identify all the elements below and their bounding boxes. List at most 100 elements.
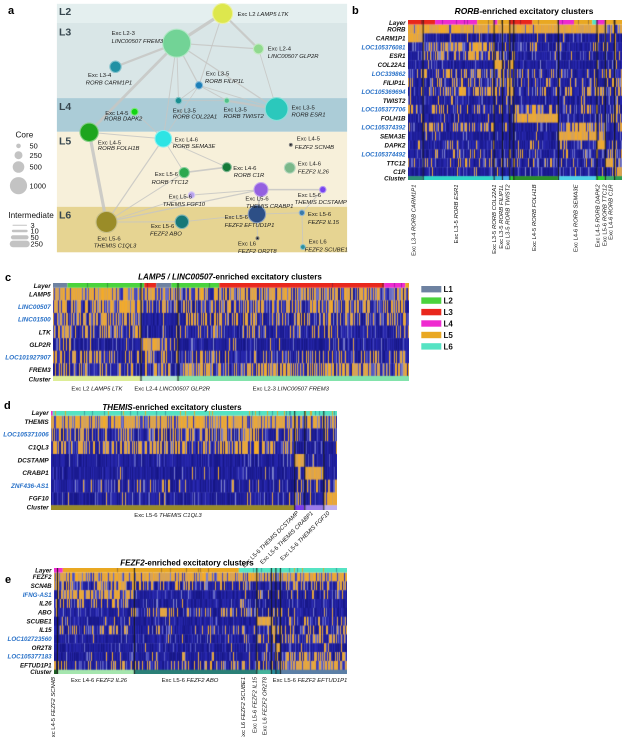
svg-text:Exc L3-4: Exc L3-4 [88,73,112,79]
svg-text:CRABP1: CRABP1 [22,470,49,477]
svg-text:500: 500 [30,163,42,172]
svg-text:THEMIS-enriched excitatory clu: THEMIS-enriched excitatory clusters [102,403,242,412]
svg-text:Exc L4-5 FEZF2 SCN4B: Exc L4-5 FEZF2 SCN4B [51,677,57,737]
svg-text:FEZF2 OR2T8: FEZF2 OR2T8 [238,249,277,255]
svg-text:Exc L6 FEZF2 SCUBE1: Exc L6 FEZF2 SCUBE1 [241,677,247,737]
svg-text:FEZF2 IL15: FEZF2 IL15 [308,220,340,226]
svg-text:LOC105371006: LOC105371006 [3,432,49,439]
svg-text:THEMIS FGF10: THEMIS FGF10 [163,202,206,208]
svg-text:LAMP5 / LINC00507-enriched exc: LAMP5 / LINC00507-enriched excitatory cl… [138,273,322,282]
svg-text:e: e [5,574,11,586]
svg-text:FEZF2 IL26: FEZF2 IL26 [298,170,330,176]
svg-text:LOC105369694: LOC105369694 [361,89,406,96]
svg-text:RORB SEMA3E: RORB SEMA3E [173,144,216,150]
svg-text:Layer: Layer [35,568,52,575]
svg-text:L2: L2 [59,6,71,18]
svg-text:COL22A1: COL22A1 [378,62,406,69]
svg-text:L4: L4 [444,319,454,328]
svg-text:Exc L3-4 RORB CARM1P1: Exc L3-4 RORB CARM1P1 [412,185,418,256]
svg-text:SCUBE1: SCUBE1 [26,618,52,625]
svg-text:Exc L4-5: Exc L4-5 [105,111,129,117]
svg-text:SEMA3E: SEMA3E [380,134,406,141]
svg-text:Exc L5-6: Exc L5-6 [97,236,121,242]
svg-text:Exc L4-6: Exc L4-6 [233,166,257,172]
svg-text:ZNF436-AS1: ZNF436-AS1 [10,483,49,490]
svg-text:LOC105377183: LOC105377183 [8,654,53,661]
svg-text:RORB CARM1P1: RORB CARM1P1 [86,81,132,87]
svg-text:FREM3: FREM3 [29,367,51,374]
svg-text:LOC339862: LOC339862 [372,71,406,78]
svg-text:c: c [5,272,11,284]
svg-text:LAMP5: LAMP5 [29,292,51,299]
svg-text:Layer: Layer [32,410,50,417]
svg-text:Exc L3-5 RORB FILIP1L: Exc L3-5 RORB FILIP1L [499,185,505,249]
svg-text:FEZF2 EFTUD1P1: FEZF2 EFTUD1P1 [225,223,275,229]
svg-text:LOC105376081: LOC105376081 [361,44,406,51]
svg-text:LTK: LTK [39,329,51,336]
svg-text:LOC105374492: LOC105374492 [361,151,406,158]
svg-text:TTC12: TTC12 [387,160,406,167]
svg-text:LINC00507 FREM3: LINC00507 FREM3 [112,39,164,45]
svg-text:Exc L4-6: Exc L4-6 [298,162,322,168]
svg-text:Exc L4-6: Exc L4-6 [175,138,199,144]
svg-text:ABO: ABO [37,610,52,617]
svg-text:1000: 1000 [30,181,46,190]
svg-text:RORB COL22A1: RORB COL22A1 [173,115,218,121]
svg-text:10: 10 [31,227,39,236]
svg-text:FGF10: FGF10 [29,496,49,503]
svg-text:LOC105377706: LOC105377706 [361,107,406,114]
svg-text:50: 50 [31,233,39,242]
svg-text:THEMIS DCSTAMP: THEMIS DCSTAMP [295,200,347,206]
svg-text:RORB DAPK2: RORB DAPK2 [104,116,143,122]
svg-text:ESR1: ESR1 [389,53,406,60]
svg-text:IL15: IL15 [39,627,52,634]
svg-text:Exc L4-6 RORB SEMA3E: Exc L4-6 RORB SEMA3E [574,184,580,252]
svg-text:a: a [8,5,15,17]
svg-text:THEMIS C1QL3: THEMIS C1QL3 [94,244,137,250]
svg-text:Exc L3-5: Exc L3-5 [292,106,316,112]
svg-text:L4: L4 [59,101,71,113]
svg-text:FEZF2: FEZF2 [33,574,52,581]
svg-text:RORB FILIP1L: RORB FILIP1L [205,79,244,85]
svg-text:Exc L4-5 RORB DAPK2: Exc L4-5 RORB DAPK2 [596,184,602,248]
svg-text:Exc L3-5 RORB TWIST2: Exc L3-5 RORB TWIST2 [506,184,512,250]
svg-text:Core: Core [16,131,34,140]
svg-text:L5: L5 [444,331,454,340]
svg-text:Layer: Layer [389,20,406,27]
svg-text:Cluster: Cluster [384,175,406,182]
svg-text:Exc L3-5: Exc L3-5 [224,107,248,113]
svg-text:RORB C1R: RORB C1R [234,173,265,179]
svg-text:L3: L3 [59,27,71,39]
svg-text:L6: L6 [59,210,71,222]
svg-text:Exc L5-6: Exc L5-6 [298,193,322,199]
svg-text:Cluster: Cluster [27,505,50,512]
svg-text:RORB-enriched excitatory clust: RORB-enriched excitatory clusters [455,6,594,16]
svg-text:Exc L5-6 THEMIS DCSTAMP: Exc L5-6 THEMIS DCSTAMP [242,511,301,570]
svg-text:L2: L2 [444,297,454,306]
svg-text:FEZF2-enriched excitatory clus: FEZF2-enriched excitatory clusters [120,558,254,567]
svg-text:250: 250 [30,151,42,160]
svg-text:Exc L3-5: Exc L3-5 [206,72,230,78]
svg-text:LOC101927907: LOC101927907 [5,355,51,362]
svg-text:RORB TWIST2: RORB TWIST2 [224,114,265,120]
svg-text:OR2T8: OR2T8 [32,645,53,652]
svg-text:LOC105374392: LOC105374392 [361,125,406,132]
svg-text:LOC102723560: LOC102723560 [8,636,53,643]
svg-text:Exc L2-3 LINC00507 FREM3: Exc L2-3 LINC00507 FREM3 [253,387,330,393]
svg-text:Exc L4-6 RORB C1R: Exc L4-6 RORB C1R [608,184,614,240]
svg-text:L6: L6 [444,342,454,351]
svg-text:Exc L5-6 FEZF2 EFTUD1P1: Exc L5-6 FEZF2 EFTUD1P1 [273,678,348,684]
svg-text:RORB TTC12: RORB TTC12 [152,180,189,186]
svg-text:3: 3 [31,221,35,230]
svg-text:Exc L5-6: Exc L5-6 [155,172,179,178]
svg-text:LINC01500: LINC01500 [18,317,51,324]
svg-text:RORB ESR1: RORB ESR1 [292,112,326,118]
svg-text:Cluster: Cluster [29,376,52,383]
svg-text:250: 250 [31,240,43,249]
svg-text:C1QL3: C1QL3 [28,445,49,452]
svg-text:Exc L4-5: Exc L4-5 [297,137,321,143]
svg-text:FEZF2 SCN4B: FEZF2 SCN4B [295,145,334,151]
svg-text:Intermediate: Intermediate [8,211,54,220]
svg-text:Exc L6 FEZF2 OR2T8: Exc L6 FEZF2 OR2T8 [262,676,268,735]
svg-text:L1: L1 [444,285,454,294]
